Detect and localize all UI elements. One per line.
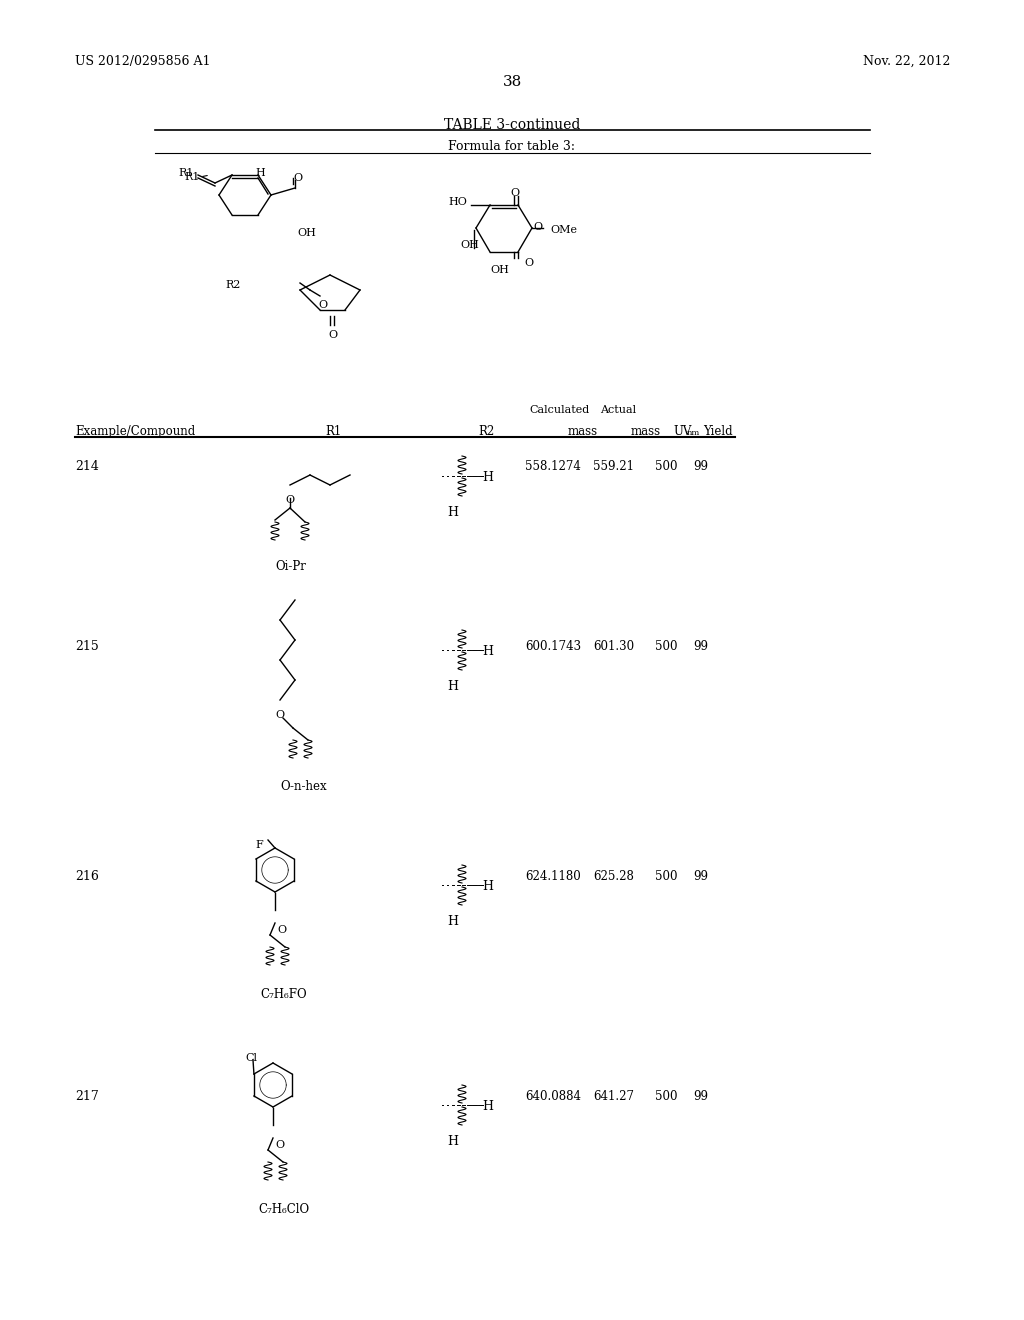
Text: 500: 500: [655, 640, 678, 653]
Text: O: O: [285, 495, 294, 506]
Text: 624.1180: 624.1180: [525, 870, 581, 883]
Text: Calculated: Calculated: [529, 405, 590, 414]
Text: R2: R2: [225, 280, 241, 290]
Text: Nov. 22, 2012: Nov. 22, 2012: [862, 55, 950, 69]
Text: H: H: [447, 506, 458, 519]
Text: Cl: Cl: [245, 1053, 257, 1063]
Text: R1: R1: [325, 425, 341, 438]
Text: C₇H₆ClO: C₇H₆ClO: [258, 1203, 309, 1216]
Text: O: O: [275, 1140, 284, 1150]
Text: C₇H₆FO: C₇H₆FO: [260, 987, 306, 1001]
Text: OH: OH: [490, 265, 509, 275]
Text: 558.1274: 558.1274: [525, 459, 581, 473]
Text: O: O: [328, 330, 337, 341]
Text: 500: 500: [655, 870, 678, 883]
Text: O: O: [293, 173, 302, 183]
Text: H: H: [482, 880, 493, 894]
Text: mass: mass: [568, 425, 598, 438]
Text: F: F: [255, 840, 263, 850]
Text: 217: 217: [75, 1090, 98, 1104]
Text: O: O: [278, 925, 286, 935]
Text: H: H: [447, 680, 458, 693]
Text: O: O: [524, 257, 534, 268]
Text: Actual: Actual: [600, 405, 636, 414]
Text: H: H: [447, 915, 458, 928]
Text: nm: nm: [687, 429, 700, 437]
Text: H: H: [255, 168, 265, 178]
Text: US 2012/0295856 A1: US 2012/0295856 A1: [75, 55, 211, 69]
Text: 559.21: 559.21: [593, 459, 634, 473]
Text: R1: R1: [184, 172, 200, 182]
Text: 38: 38: [503, 75, 521, 88]
Text: OMe: OMe: [550, 224, 577, 235]
Text: Formula for table 3:: Formula for table 3:: [449, 140, 575, 153]
Text: 500: 500: [655, 459, 678, 473]
Text: O: O: [510, 187, 519, 198]
Text: 99: 99: [693, 1090, 708, 1104]
Text: H: H: [482, 645, 493, 657]
Text: H: H: [447, 1135, 458, 1148]
Text: 500: 500: [655, 1090, 678, 1104]
Text: 216: 216: [75, 870, 99, 883]
Text: 99: 99: [693, 870, 708, 883]
Text: mass: mass: [631, 425, 662, 438]
Text: R1: R1: [178, 168, 194, 178]
Text: 625.28: 625.28: [593, 870, 634, 883]
Text: Oi-Pr: Oi-Pr: [275, 560, 306, 573]
Text: O-n-hex: O-n-hex: [280, 780, 327, 793]
Text: OH: OH: [297, 228, 315, 238]
Text: HO: HO: [449, 197, 467, 207]
Text: UV: UV: [673, 425, 691, 438]
Text: Example/Compound: Example/Compound: [75, 425, 196, 438]
Text: O: O: [318, 300, 327, 310]
Text: 640.0884: 640.0884: [525, 1090, 581, 1104]
Text: Yield: Yield: [703, 425, 732, 438]
Text: 600.1743: 600.1743: [525, 640, 582, 653]
Text: TABLE 3-continued: TABLE 3-continued: [443, 117, 581, 132]
Text: 601.30: 601.30: [593, 640, 634, 653]
Text: 214: 214: [75, 459, 99, 473]
Text: 641.27: 641.27: [593, 1090, 634, 1104]
Text: O: O: [534, 222, 542, 232]
Text: R2: R2: [478, 425, 495, 438]
Text: H: H: [482, 471, 493, 484]
Text: 99: 99: [693, 640, 708, 653]
Text: 99: 99: [693, 459, 708, 473]
Text: OH: OH: [460, 240, 479, 249]
Text: H: H: [482, 1100, 493, 1113]
Text: O: O: [275, 710, 284, 719]
Text: 215: 215: [75, 640, 98, 653]
